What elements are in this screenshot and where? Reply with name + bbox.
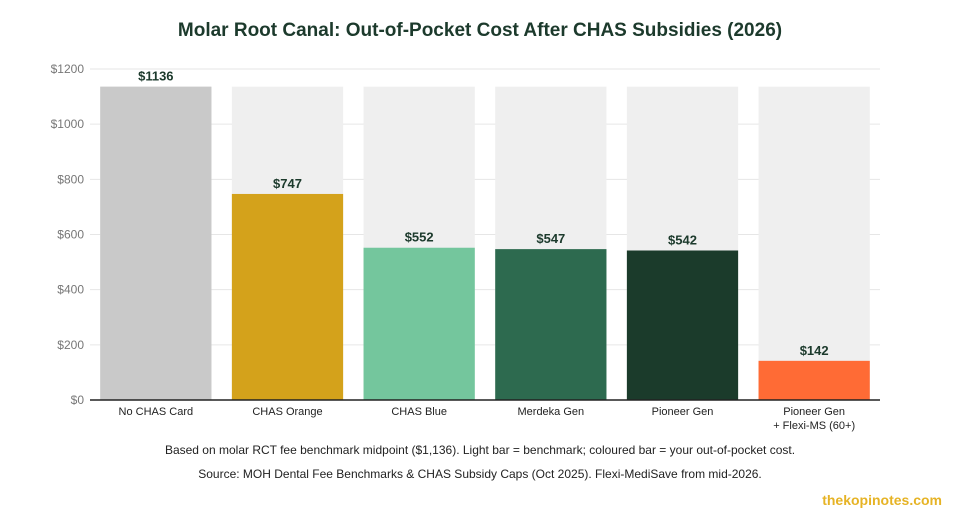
x-tick-label: Pioneer Gen <box>652 406 714 418</box>
y-tick-label: $600 <box>57 228 84 242</box>
y-tick-label: $1000 <box>51 117 85 131</box>
chart-title: Molar Root Canal: Out-of-Pocket Cost Aft… <box>177 20 783 41</box>
x-tick-label: CHAS Blue <box>391 406 447 418</box>
y-tick-label: $200 <box>57 338 84 352</box>
x-tick-label: CHAS Orange <box>252 406 322 418</box>
bar-value-label: $542 <box>668 232 697 247</box>
bar-value-label: $142 <box>800 343 829 358</box>
bar-value-label: $747 <box>273 176 302 191</box>
x-tick-label: Merdeka Gen <box>518 406 585 418</box>
cost-bar <box>758 360 870 400</box>
footnote-benchmark: Based on molar RCT fee benchmark midpoin… <box>164 443 796 457</box>
brand-watermark: thekopinotes.com <box>822 492 942 508</box>
y-tick-label: $800 <box>57 172 84 186</box>
cost-bar <box>495 249 607 400</box>
cost-bar <box>626 250 739 400</box>
bar-value-label: $547 <box>536 231 565 246</box>
footnote-source: Source: MOH Dental Fee Benchmarks & CHAS… <box>198 467 762 481</box>
bar-chart: $0 $200 $400 $600 $800 $1000 $1200 $1136 No CHAS… <box>51 62 880 432</box>
x-tick-label: No CHAS Card <box>119 406 194 418</box>
bar-value-label: $552 <box>405 230 434 245</box>
cost-bar <box>363 247 475 400</box>
y-tick-label: $400 <box>57 283 84 297</box>
cost-bar <box>100 86 212 401</box>
y-tick-label: $0 <box>71 393 85 407</box>
bar-value-label: $1136 <box>138 69 173 84</box>
x-tick-label: + Flexi-MS (60+) <box>773 420 855 432</box>
x-tick-label: Pioneer Gen <box>783 406 845 418</box>
y-tick-label: $1200 <box>51 62 85 76</box>
benchmark-bar <box>758 86 870 401</box>
cost-bar <box>231 193 344 400</box>
